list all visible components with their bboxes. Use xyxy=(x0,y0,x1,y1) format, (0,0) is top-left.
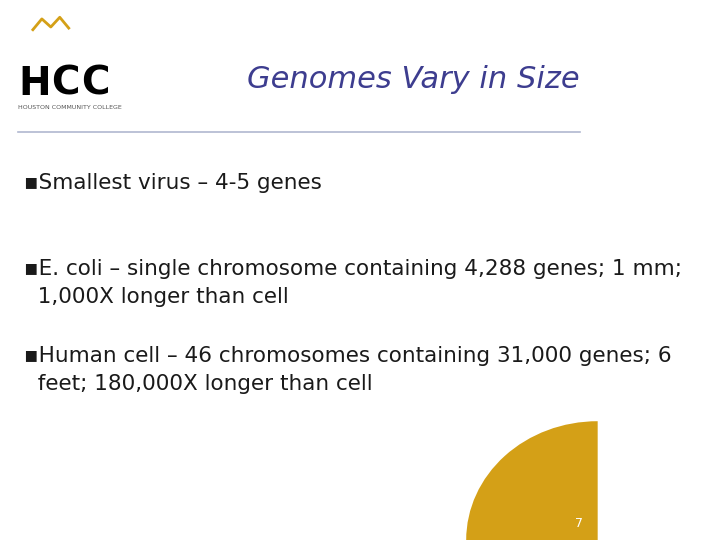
Text: ▪Smallest virus – 4-5 genes: ▪Smallest virus – 4-5 genes xyxy=(24,173,322,193)
Wedge shape xyxy=(466,421,598,540)
Text: Genomes Vary in Size: Genomes Vary in Size xyxy=(247,65,580,94)
Text: C: C xyxy=(51,65,79,103)
Text: H: H xyxy=(18,65,50,103)
Text: HOUSTON COMMUNITY COLLEGE: HOUSTON COMMUNITY COLLEGE xyxy=(18,105,122,110)
Text: C: C xyxy=(81,65,109,103)
Text: 7: 7 xyxy=(575,517,582,530)
Text: ▪Human cell – 46 chromosomes containing 31,000 genes; 6
  feet; 180,000X longer : ▪Human cell – 46 chromosomes containing … xyxy=(24,346,672,394)
Text: ▪E. coli – single chromosome containing 4,288 genes; 1 mm;
  1,000X longer than : ▪E. coli – single chromosome containing … xyxy=(24,259,682,307)
